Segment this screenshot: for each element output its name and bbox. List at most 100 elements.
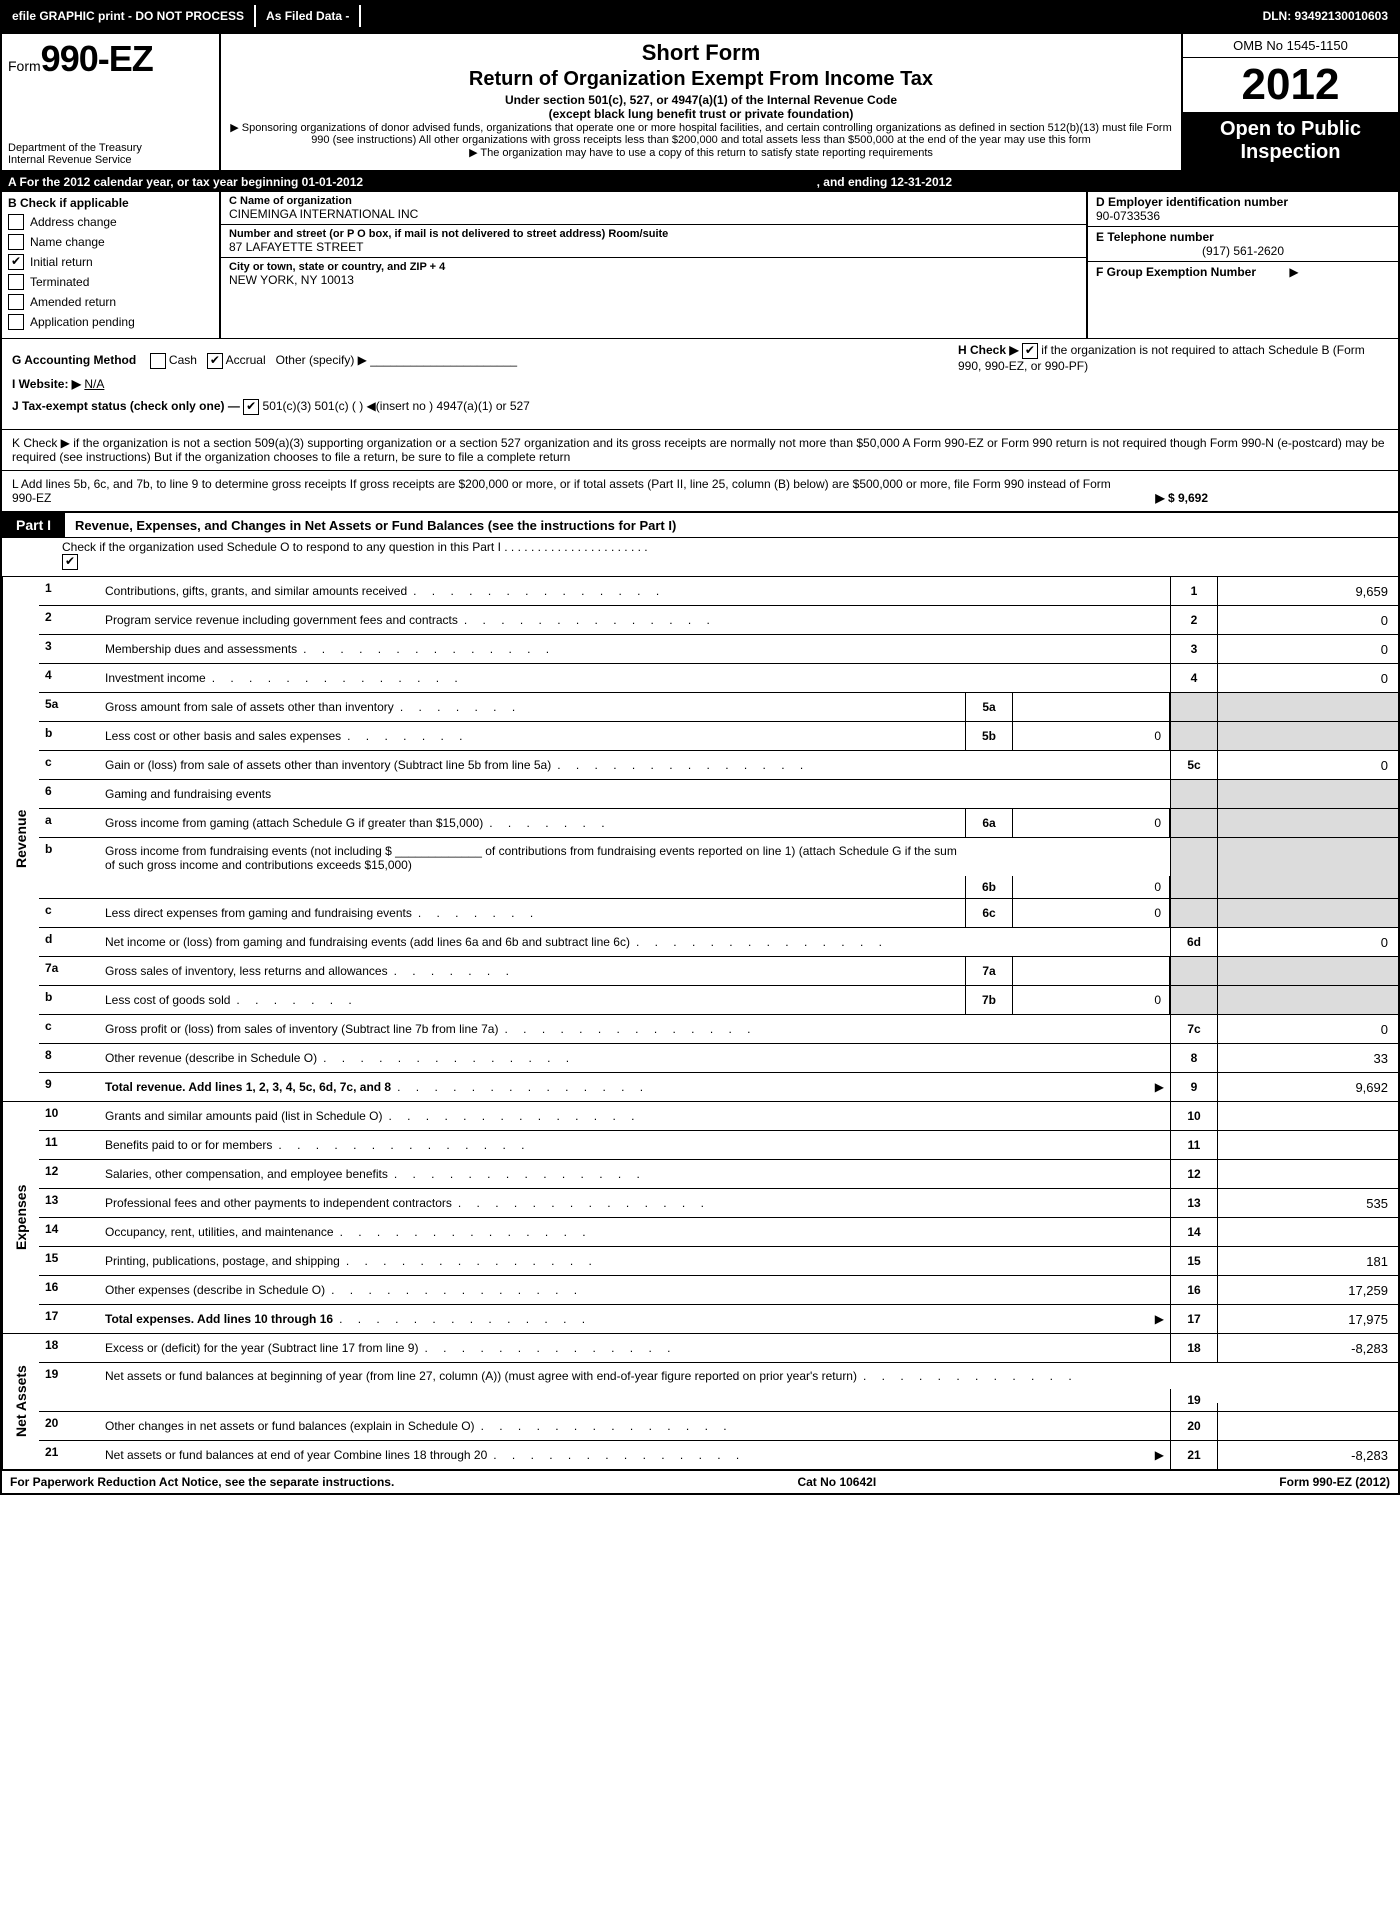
part-i-tab: Part I (2, 513, 65, 537)
line-18: 18 Excess or (deficit) for the year (Sub… (39, 1334, 1398, 1362)
line-20: 20 Other changes in net assets or fund b… (39, 1411, 1398, 1440)
dept-treasury: Department of the Treasury (8, 142, 142, 154)
j-label: J Tax-exempt status (check only one) — (12, 399, 240, 413)
line-2: 2 Program service revenue including gove… (39, 605, 1398, 634)
header-note-2: ▶ The organization may have to use a cop… (229, 146, 1173, 159)
line-1: 1 Contributions, gifts, grants, and simi… (39, 577, 1398, 605)
g-other: Other (specify) ▶ (276, 353, 367, 367)
website-value: N/A (84, 377, 104, 391)
chk-amended[interactable] (8, 294, 24, 310)
column-c: C Name of organization CINEMINGA INTERNA… (221, 192, 1086, 338)
efile-label: efile GRAPHIC print - DO NOT PROCESS (2, 5, 256, 27)
part-i-checknote: Check if the organization used Schedule … (2, 538, 1398, 577)
chk-name-change[interactable] (8, 234, 24, 250)
chk-address-change[interactable] (8, 214, 24, 230)
open-public-2: Inspection (1183, 141, 1398, 164)
section-k: K Check ▶ if the organization is not a s… (2, 430, 1398, 471)
page-footer: For Paperwork Reduction Act Notice, see … (2, 1471, 1398, 1493)
omb-number: OMB No 1545-1150 (1183, 34, 1398, 58)
line-3: 3 Membership dues and assessments. . . .… (39, 634, 1398, 663)
b-opt-0: Address change (30, 215, 117, 229)
form-number: 990-EZ (41, 38, 153, 79)
chk-initial-return[interactable] (8, 254, 24, 270)
expenses-label: Expenses (2, 1102, 39, 1333)
line-8: 8 Other revenue (describe in Schedule O)… (39, 1043, 1398, 1072)
line-6a: a Gross income from gaming (attach Sched… (39, 808, 1398, 837)
line-21: 21 Net assets or fund balances at end of… (39, 1440, 1398, 1469)
chk-h-not-required[interactable] (1022, 343, 1038, 359)
g-accrual: Accrual (226, 353, 266, 367)
line-7b: b Less cost of goods sold. . . . . . . 7… (39, 985, 1398, 1014)
h-text: if the organization is not required to a… (958, 343, 1365, 373)
line-10: 10 Grants and similar amounts paid (list… (39, 1102, 1398, 1130)
footer-left: For Paperwork Reduction Act Notice, see … (10, 1475, 394, 1489)
g-cash: Cash (169, 353, 197, 367)
chk-accrual[interactable] (207, 353, 223, 369)
f-arrow: ▶ (1289, 265, 1298, 279)
line-9: 9 Total revenue. Add lines 1, 2, 3, 4, 5… (39, 1072, 1398, 1101)
column-b: B Check if applicable Address change Nam… (2, 192, 221, 338)
section-g-h-i-j: H Check ▶ if the organization is not req… (2, 339, 1398, 430)
c-street-label: Number and street (or P O box, if mail i… (229, 228, 1078, 240)
section-l: L Add lines 5b, 6c, and 7b, to line 9 to… (2, 471, 1398, 513)
line-13: 13 Professional fees and other payments … (39, 1188, 1398, 1217)
b-title: B Check if applicable (8, 196, 213, 210)
l-text: L Add lines 5b, 6c, and 7b, to line 9 to… (12, 477, 1112, 505)
subtitle-2: (except black lung benefit trust or priv… (229, 107, 1173, 121)
chk-501c3[interactable] (243, 399, 259, 415)
dln-label: DLN: 93492130010603 (1253, 5, 1398, 27)
line-5c: c Gain or (loss) from sale of assets oth… (39, 750, 1398, 779)
tax-year: 2012 (1183, 58, 1398, 112)
chk-schedule-o[interactable] (62, 554, 78, 570)
line-11: 11 Benefits paid to or for members. . . … (39, 1130, 1398, 1159)
header-left: Form990-EZ Department of the Treasury In… (2, 34, 221, 170)
tax-year-begin: A For the 2012 calendar year, or tax yea… (8, 175, 817, 189)
phone-value: (917) 561-2620 (1096, 244, 1390, 258)
line-6: 6 Gaming and fundraising events (39, 779, 1398, 808)
netassets-label: Net Assets (2, 1334, 39, 1469)
b-opt-3: Terminated (30, 275, 89, 289)
org-name: CINEMINGA INTERNATIONAL INC (229, 207, 1078, 221)
line-6b: b Gross income from fundraising events (… (39, 837, 1398, 898)
line-12: 12 Salaries, other compensation, and emp… (39, 1159, 1398, 1188)
g-label: G Accounting Method (12, 353, 136, 367)
subtitle-1: Under section 501(c), 527, or 4947(a)(1)… (229, 93, 1173, 107)
dept-irs: Internal Revenue Service (8, 154, 142, 166)
org-city: NEW YORK, NY 10013 (229, 273, 1078, 287)
short-form-title: Short Form (229, 40, 1173, 66)
revenue-section: Revenue 1 Contributions, gifts, grants, … (2, 577, 1398, 1102)
column-d-e-f: D Employer identification number 90-0733… (1086, 192, 1398, 338)
line-5a: 5a Gross amount from sale of assets othe… (39, 692, 1398, 721)
b-opt-1: Name change (30, 235, 105, 249)
revenue-label: Revenue (2, 577, 39, 1101)
l-value: ▶ $ 9,692 (1155, 491, 1208, 505)
ein-value: 90-0733536 (1096, 209, 1390, 223)
chk-application-pending[interactable] (8, 314, 24, 330)
chk-cash[interactable] (150, 353, 166, 369)
row-a-tax-year: A For the 2012 calendar year, or tax yea… (2, 172, 1398, 192)
line-6d: d Net income or (loss) from gaming and f… (39, 927, 1398, 956)
chk-terminated[interactable] (8, 274, 24, 290)
asfiled-label: As Filed Data - (256, 5, 361, 27)
top-bar: efile GRAPHIC print - DO NOT PROCESS As … (0, 0, 1400, 32)
b-opt-5: Application pending (30, 315, 135, 329)
header-right: OMB No 1545-1150 2012 Open to Public Ins… (1181, 34, 1398, 170)
footer-mid: Cat No 10642I (797, 1475, 876, 1489)
form-990ez: Form990-EZ Department of the Treasury In… (0, 32, 1400, 1495)
f-label: F Group Exemption Number (1096, 265, 1256, 279)
header-note-1: ▶ Sponsoring organizations of donor advi… (229, 121, 1173, 146)
d-label: D Employer identification number (1096, 195, 1390, 209)
form-word: Form (8, 58, 41, 74)
c-name-label: C Name of organization (229, 195, 1078, 207)
c-city-label: City or town, state or country, and ZIP … (229, 261, 1078, 273)
line-17: 17 Total expenses. Add lines 10 through … (39, 1304, 1398, 1333)
b-opt-2: Initial return (30, 255, 93, 269)
org-street: 87 LAFAYETTE STREET (229, 240, 1078, 254)
return-title: Return of Organization Exempt From Incom… (229, 68, 1173, 91)
line-4: 4 Investment income. . . . . . . . . . .… (39, 663, 1398, 692)
line-7c: c Gross profit or (loss) from sales of i… (39, 1014, 1398, 1043)
e-label: E Telephone number (1096, 230, 1390, 244)
netassets-section: Net Assets 18 Excess or (deficit) for th… (2, 1334, 1398, 1471)
form-header: Form990-EZ Department of the Treasury In… (2, 34, 1398, 172)
part-i-title: Revenue, Expenses, and Changes in Net As… (65, 514, 686, 537)
